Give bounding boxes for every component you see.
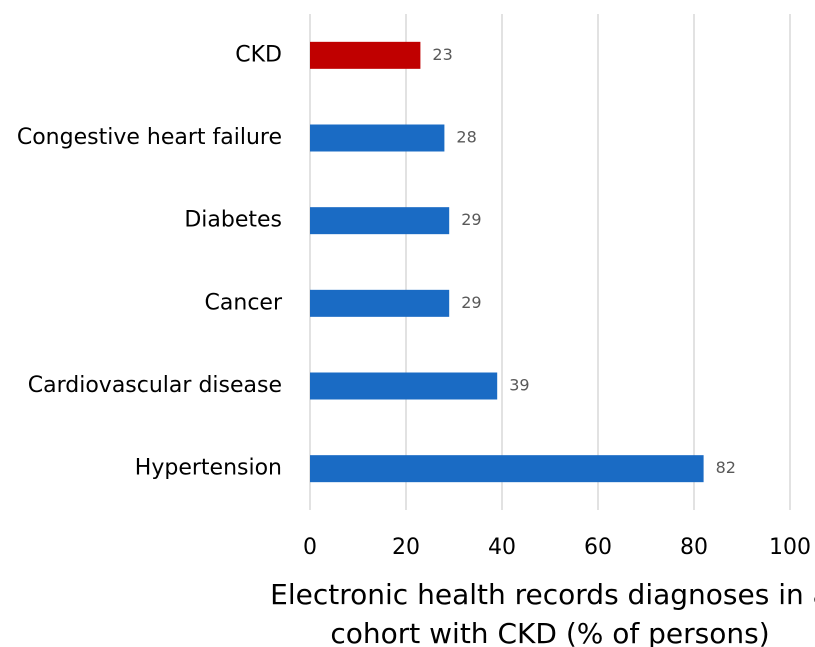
y-tick-label: Diabetes bbox=[184, 208, 282, 233]
value-label: 39 bbox=[509, 376, 529, 395]
x-tick-label: 100 bbox=[769, 535, 811, 560]
x-tick-label: 40 bbox=[488, 535, 516, 560]
value-label: 23 bbox=[432, 45, 452, 64]
y-tick-label: Hypertension bbox=[135, 456, 282, 481]
x-axis-label: cohort with CKD (% of persons) bbox=[330, 617, 769, 647]
value-label: 28 bbox=[456, 128, 476, 147]
value-label: 82 bbox=[716, 458, 736, 477]
bar bbox=[310, 124, 445, 152]
x-tick-label: 60 bbox=[584, 535, 612, 560]
bar bbox=[310, 41, 421, 69]
y-tick-label: Cardiovascular disease bbox=[28, 373, 282, 398]
x-tick-label: 20 bbox=[392, 535, 420, 560]
x-axis-label: Electronic health records diagnoses in a bbox=[270, 578, 815, 611]
bar bbox=[310, 372, 498, 400]
x-tick-label: 0 bbox=[303, 535, 317, 560]
value-label: 29 bbox=[461, 210, 481, 229]
bar bbox=[310, 207, 450, 235]
x-tick-label: 80 bbox=[680, 535, 708, 560]
y-tick-label: Congestive heart failure bbox=[17, 125, 282, 150]
bar bbox=[310, 455, 704, 483]
y-tick-label: Cancer bbox=[205, 290, 283, 315]
bar bbox=[310, 289, 450, 317]
value-label: 29 bbox=[461, 293, 481, 312]
y-tick-label: CKD bbox=[235, 42, 282, 67]
